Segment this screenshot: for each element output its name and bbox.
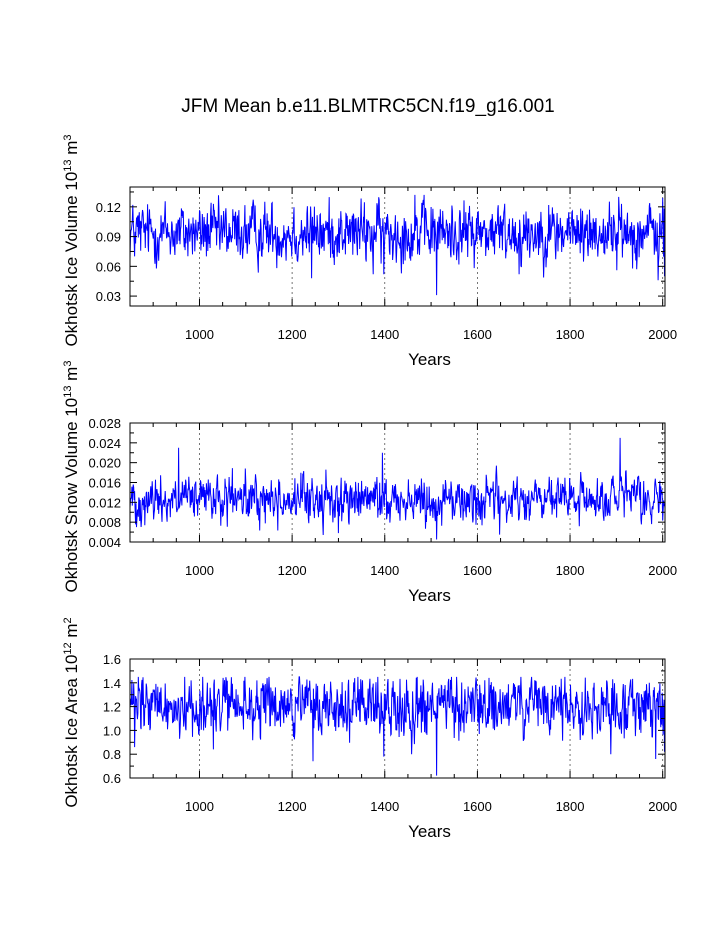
panel-1: 1000 1200 1400 1600 1800 2000 0.03 0.06 0.09 0.12…	[62, 134, 677, 369]
x-axis-title: Years	[408, 350, 451, 369]
x-tick-label: 2000	[648, 563, 677, 578]
chart-title: JFM Mean b.e11.BLMTRC5CN.f19_g16.001	[181, 96, 555, 117]
x-tick-label: 1600	[463, 799, 492, 814]
series-line-2	[130, 437, 665, 540]
x-tick-label: 1600	[463, 563, 492, 578]
y-tick-label: 0.09	[96, 230, 121, 245]
y-tick-label: 0.8	[103, 747, 121, 762]
x-tick-label: 2000	[648, 799, 677, 814]
y-tick-label: 0.012	[88, 495, 121, 510]
y-tick-label: 0.028	[88, 416, 121, 431]
x-tick-label: 1800	[556, 327, 585, 342]
y-tick-label: 0.020	[88, 456, 121, 471]
y-tick-label: 1.2	[103, 700, 121, 715]
plot-frame	[129, 422, 666, 543]
series-line-1	[130, 194, 665, 296]
x-tick-label: 1200	[278, 327, 307, 342]
x-tick-label: 1800	[556, 563, 585, 578]
x-tick-label: 1400	[370, 327, 399, 342]
x-axis-title: Years	[408, 822, 451, 841]
x-tick-label: 1200	[278, 563, 307, 578]
y-axis-title: Okhotsk Ice Area 1012 m2	[62, 617, 81, 807]
y-tick-label: 0.004	[88, 535, 121, 550]
x-tick-label: 1000	[185, 327, 214, 342]
x-tick-label: 1400	[370, 799, 399, 814]
x-tick-label: 1000	[185, 799, 214, 814]
x-tick-label: 1600	[463, 327, 492, 342]
y-tick-label: 0.008	[88, 515, 121, 530]
y-tick-label: 1.6	[103, 652, 121, 667]
y-tick-label: 1.4	[103, 676, 121, 691]
x-tick-label: 2000	[648, 327, 677, 342]
x-axis-title: Years	[408, 586, 451, 605]
panel-2: 1000 1200 1400 1600 1800 2000 0.004 0.008 0.012 0…	[62, 361, 677, 605]
panel-3: 1000 1200 1400 1600 1800 2000 0.6 0.8 1.0 1.2 1.4 1…	[62, 617, 677, 841]
y-axis-title: Okhotsk Ice Volume 1013 m3	[62, 134, 81, 346]
y-axis-title: Okhotsk Snow Volume 1013 m3	[62, 361, 81, 593]
chart-panels: 1000 1200 1400 1600 1800 2000 0.03 0.06 0.09 0.12…	[62, 134, 677, 841]
y-tick-label: 0.024	[88, 436, 121, 451]
x-tick-label: 1000	[185, 563, 214, 578]
y-tick-label: 0.06	[96, 259, 121, 274]
y-tick-label: 0.016	[88, 476, 121, 491]
plot-frame	[129, 186, 666, 307]
x-tick-label: 1400	[370, 563, 399, 578]
series-line-3	[130, 676, 665, 776]
y-tick-label: 0.12	[96, 200, 121, 215]
y-tick-label: 1.0	[103, 723, 121, 738]
y-tick-label: 0.6	[103, 771, 121, 786]
x-tick-label: 1200	[278, 799, 307, 814]
x-tick-label: 1800	[556, 799, 585, 814]
y-tick-label: 0.03	[96, 289, 121, 304]
